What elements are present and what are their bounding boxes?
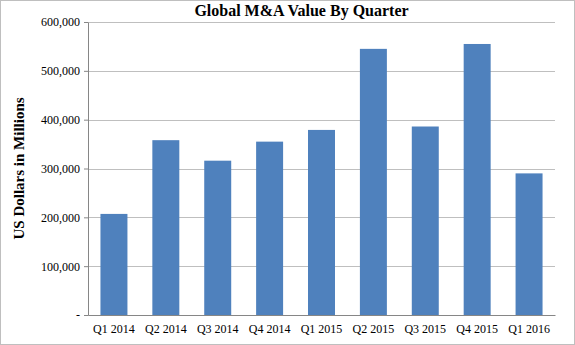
x-tick-label: Q3 2014: [197, 322, 239, 336]
y-axis: - 100,000 200,000 300,000 400,000 500,000 600,…: [41, 15, 89, 322]
y-tick: 400,000: [41, 113, 88, 127]
y-tick-label: -: [76, 308, 80, 322]
chart-border: [1, 1, 575, 345]
bar: [308, 130, 335, 315]
y-tick-label: 200,000: [41, 211, 80, 225]
x-tick-label: Q2 2014: [145, 322, 187, 336]
grid-line: [88, 315, 555, 316]
bar: [204, 161, 231, 315]
x-tick-label: Q4 2015: [456, 322, 498, 336]
x-axis-line: [89, 315, 556, 316]
x-tick-label: Q1 2014: [93, 322, 135, 336]
y-tick-mark: [84, 217, 88, 218]
y-tick-mark: [84, 120, 88, 121]
y-tick-label: 500,000: [41, 64, 80, 78]
x-tick: Q3 2014: [197, 322, 239, 336]
y-tick: 300,000: [41, 162, 88, 176]
y-tick: 100,000: [41, 260, 88, 274]
x-tick: Q4 2014: [249, 322, 291, 336]
bar: [152, 140, 179, 315]
y-tick: 500,000: [41, 64, 88, 78]
bar: [412, 127, 439, 315]
x-tick-label: Q1 2016: [508, 322, 550, 336]
x-tick: Q1 2016: [508, 322, 550, 336]
bar: [464, 44, 491, 315]
chart: - 100,000 200,000 300,000 400,000 500,000 600,…: [0, 0, 575, 345]
x-tick: Q3 2015: [404, 322, 446, 336]
x-tick: Q1 2014: [93, 322, 135, 336]
plot: - 100,000 200,000 300,000 400,000 500,000 600,…: [41, 15, 556, 335]
y-tick-mark: [84, 22, 88, 23]
x-tick: Q4 2015: [456, 322, 498, 336]
title: Global M&A Value By Quarter: [194, 2, 408, 20]
x-tick: Q2 2014: [145, 322, 187, 336]
y-tick-mark: [84, 169, 88, 170]
y-axis-title: US Dollars in Millions: [11, 97, 27, 239]
grid-line: [88, 22, 555, 23]
y-tick-mark: [84, 71, 88, 72]
bar: [360, 49, 387, 315]
bar: [516, 173, 543, 315]
y-axis-line: [88, 23, 89, 316]
x-tick-label: Q2 2015: [353, 322, 395, 336]
y-tick-label: 300,000: [41, 162, 80, 176]
x-tick: Q1 2015: [301, 322, 343, 336]
x-tick: Q2 2015: [353, 322, 395, 336]
y-tick-label: 600,000: [41, 15, 80, 29]
x-axis: Q1 2014 Q2 2014 Q3 2014 Q4 2014 Q1 2015 Q2 20…: [89, 316, 556, 336]
y-tick: 600,000: [41, 15, 88, 29]
bar: [256, 142, 283, 315]
x-tick-label: Q4 2014: [249, 322, 291, 336]
y-tick-mark: [84, 315, 88, 316]
y-tick-label: 400,000: [41, 113, 80, 127]
bar: [100, 214, 127, 315]
grid: [88, 23, 555, 316]
x-tick-label: Q1 2015: [301, 322, 343, 336]
x-tick-label: Q3 2015: [404, 322, 446, 336]
y-tick-mark: [84, 266, 88, 267]
y-tick: 200,000: [41, 211, 88, 225]
y-tick: -: [76, 308, 88, 322]
y-tick-label: 100,000: [41, 260, 80, 274]
bars: [100, 44, 542, 315]
